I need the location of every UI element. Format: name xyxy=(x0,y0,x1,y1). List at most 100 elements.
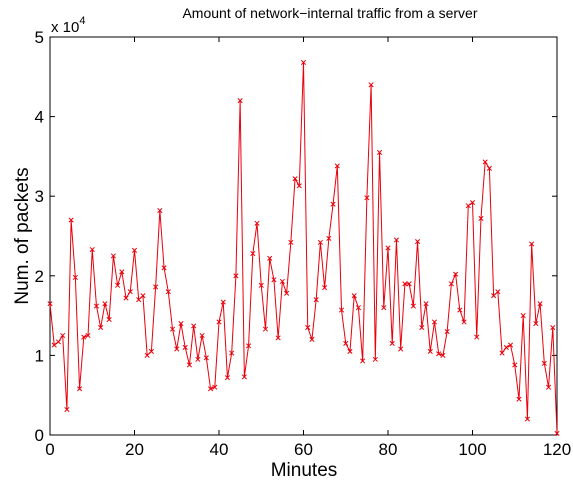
point-marker xyxy=(102,301,108,307)
point-marker xyxy=(554,430,560,436)
point-marker xyxy=(212,384,218,390)
point-marker xyxy=(313,297,319,303)
point-marker xyxy=(288,239,294,245)
point-marker xyxy=(512,362,518,368)
point-marker xyxy=(119,269,125,275)
point-marker xyxy=(203,355,209,361)
point-marker xyxy=(81,334,87,340)
point-marker xyxy=(157,207,163,214)
point-marker xyxy=(326,235,332,241)
point-marker xyxy=(174,346,180,352)
point-marker xyxy=(351,293,357,299)
point-marker xyxy=(482,159,488,165)
point-marker xyxy=(93,303,100,309)
x-tick-label: 0 xyxy=(45,440,54,459)
point-marker xyxy=(207,386,214,392)
point-marker xyxy=(77,386,83,392)
point-marker xyxy=(541,360,547,366)
point-marker xyxy=(148,348,154,354)
point-marker xyxy=(182,344,188,350)
point-marker xyxy=(110,253,116,259)
point-marker xyxy=(85,332,91,339)
point-marker xyxy=(381,305,387,311)
point-marker xyxy=(423,301,429,307)
point-marker xyxy=(347,348,353,354)
point-marker xyxy=(406,281,412,287)
point-marker xyxy=(178,321,184,327)
point-marker xyxy=(262,326,269,332)
point-marker xyxy=(161,265,167,271)
point-marker xyxy=(334,163,340,169)
y-tick-label: 1 xyxy=(35,346,44,365)
point-marker xyxy=(216,319,222,325)
point-marker xyxy=(191,323,197,329)
point-marker xyxy=(309,336,315,343)
point-marker xyxy=(258,282,264,288)
x-tick-label: 40 xyxy=(210,440,229,459)
point-marker xyxy=(246,343,252,349)
point-marker xyxy=(51,342,57,348)
point-marker xyxy=(372,356,378,362)
point-marker xyxy=(296,183,302,189)
point-marker xyxy=(250,250,256,257)
point-marker xyxy=(478,215,484,222)
point-marker xyxy=(343,340,349,347)
y-tick-label: 2 xyxy=(35,267,44,286)
y-tick-label: 4 xyxy=(35,108,44,127)
y-tick-label: 5 xyxy=(35,28,44,47)
point-marker xyxy=(364,195,370,201)
point-marker xyxy=(55,339,62,345)
point-marker xyxy=(195,356,201,362)
point-marker xyxy=(520,313,526,319)
point-marker xyxy=(444,328,450,335)
x-tick-label: 80 xyxy=(379,440,398,459)
point-marker xyxy=(368,82,374,88)
point-marker xyxy=(440,352,446,358)
point-marker xyxy=(305,324,311,331)
point-marker xyxy=(330,201,336,207)
point-marker xyxy=(317,239,323,245)
point-marker xyxy=(220,299,226,305)
x-axis-label: Minutes xyxy=(271,460,338,481)
point-marker xyxy=(284,290,290,296)
point-marker xyxy=(537,301,543,307)
point-marker xyxy=(186,362,192,368)
point-marker xyxy=(322,285,328,291)
point-marker xyxy=(431,319,438,325)
multiplier-base: x 10 xyxy=(51,19,79,36)
multiplier-exponent: 4 xyxy=(79,15,85,27)
point-marker xyxy=(68,217,74,223)
point-marker xyxy=(115,282,121,288)
point-marker xyxy=(72,274,78,280)
point-marker xyxy=(275,335,281,341)
point-marker xyxy=(360,358,366,364)
point-marker xyxy=(402,281,408,287)
point-marker xyxy=(165,289,171,295)
point-marker xyxy=(229,350,235,356)
point-marker xyxy=(233,273,239,279)
x-tick-label: 120 xyxy=(543,440,571,459)
point-marker xyxy=(465,203,471,209)
y-axis-label: Num. of packets xyxy=(12,167,33,304)
point-marker xyxy=(144,352,150,358)
point-marker xyxy=(545,384,552,390)
point-marker xyxy=(106,317,112,323)
y-tick-label: 3 xyxy=(35,187,44,206)
point-marker xyxy=(516,396,522,402)
point-marker xyxy=(415,239,421,245)
point-marker xyxy=(136,297,142,303)
point-marker xyxy=(419,324,425,331)
point-marker xyxy=(267,255,273,261)
point-marker xyxy=(153,284,159,290)
point-marker xyxy=(495,289,501,295)
point-marker xyxy=(127,289,133,295)
point-marker xyxy=(60,332,66,339)
point-marker xyxy=(453,271,459,277)
point-marker xyxy=(89,246,95,253)
point-marker xyxy=(524,416,530,422)
point-marker xyxy=(376,149,383,155)
point-marker xyxy=(98,324,104,331)
point-marker xyxy=(224,375,231,381)
point-marker xyxy=(499,350,505,356)
